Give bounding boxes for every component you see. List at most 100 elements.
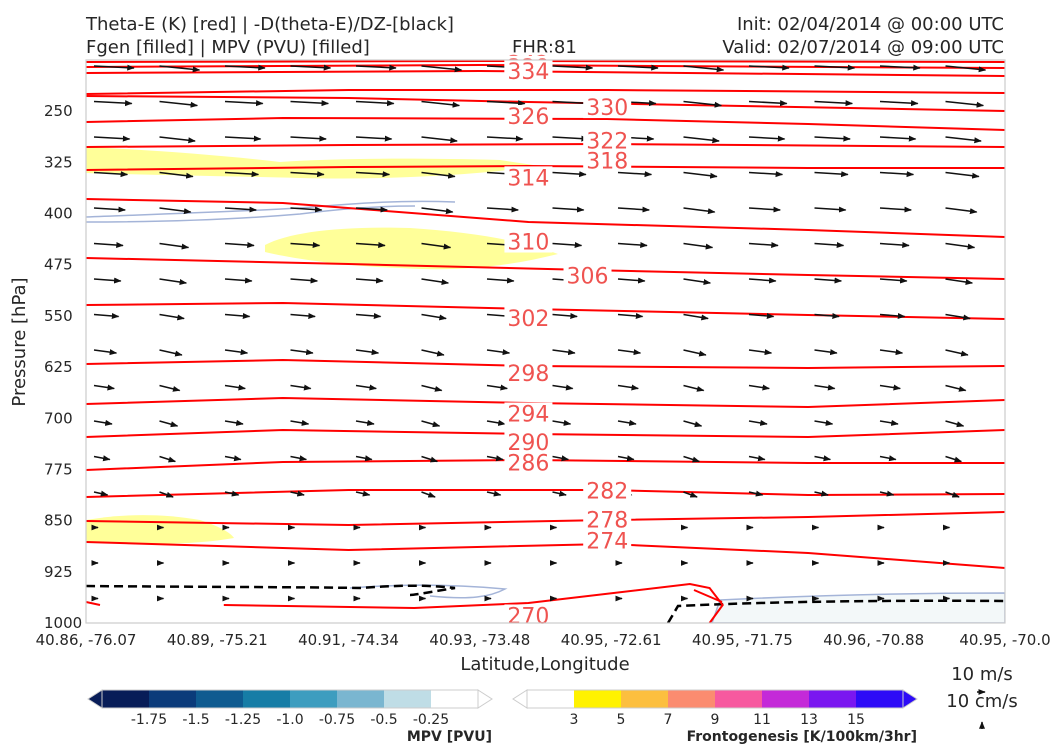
wind-arrow [814, 349, 838, 356]
wind-arrow [1011, 173, 1044, 175]
wind-arrow [879, 490, 895, 497]
wind-arrow [290, 384, 312, 391]
wind-arrow [1011, 279, 1038, 281]
wind-arrow [945, 349, 969, 357]
wind-arrow [552, 490, 567, 497]
theta-e-line [86, 60, 1005, 63]
x-tick-label: 40.95, -71.75 [692, 631, 793, 649]
wind-arrow [945, 278, 974, 285]
theta-e-line [86, 164, 1005, 171]
wind-arrow [159, 136, 196, 144]
colorbar-swatch [668, 690, 716, 708]
wind-arrow [879, 135, 917, 142]
theta-e-label: 294 [507, 402, 549, 427]
mpv-contour-upper-b [86, 205, 416, 223]
wind-arrow [159, 420, 179, 428]
wind-arrow [486, 277, 515, 284]
wind-arrow [159, 171, 194, 179]
theta-e-label: 278 [586, 508, 628, 533]
wind-arrow [355, 135, 393, 142]
wind-arrow [1011, 492, 1025, 495]
y-tick-label: 400 [44, 205, 73, 223]
wind-arrow [486, 490, 502, 497]
wind-arrow [421, 278, 450, 285]
wind-arrow [93, 277, 122, 284]
wind-arrow [486, 419, 506, 426]
wind-arrow [93, 242, 124, 249]
wind-arrow [421, 491, 436, 498]
wind-arrow [683, 384, 705, 392]
wind-arrow [224, 277, 253, 284]
wind-arrow [93, 206, 126, 213]
wind-arrow [159, 65, 201, 73]
theta-e-label-bg [504, 230, 553, 253]
wind-arrow [683, 242, 714, 250]
wind-arrow [748, 312, 775, 319]
wind-arrow [355, 242, 386, 249]
wind-arrow [159, 384, 181, 392]
theta-e-label: 314 [507, 166, 549, 191]
wind-arrow [355, 455, 373, 462]
theta-e-label-bg [583, 129, 632, 152]
wind-arrow [290, 206, 323, 213]
wind-arrow [683, 349, 707, 357]
wind-arrow [290, 64, 332, 71]
colorbar-title: Frontogenesis [K/100km/3hr] [687, 729, 917, 745]
wind-arrow [748, 171, 784, 178]
fgen-fill-low [86, 515, 234, 544]
colorbar-extend-left [87, 689, 103, 709]
y-tick-label: 325 [44, 153, 73, 171]
wind-arrow [617, 277, 646, 284]
wind-arrow [879, 242, 910, 249]
y-tick-label: 550 [44, 307, 73, 325]
wind-arrow [683, 278, 712, 285]
wind-arrow [814, 242, 845, 249]
wind-arrow [1011, 102, 1049, 104]
colorbar-tick: 7 [664, 712, 673, 728]
wind-arrow [486, 206, 519, 213]
theta-e-line [86, 69, 1005, 77]
wind-arrow [617, 312, 644, 319]
wind-arrow [748, 419, 768, 426]
theta-e-label-bg [504, 604, 553, 627]
wind-arrow [421, 420, 441, 428]
wind-arrow [814, 419, 834, 426]
wind-arrow [486, 100, 526, 107]
wind-arrow [290, 419, 310, 426]
wind-arrow [224, 349, 249, 356]
valid-time: Valid: 02/07/2014 @ 09:00 UTC [722, 37, 1004, 58]
colorbar-tick: 5 [617, 712, 626, 728]
wind-arrow [224, 455, 242, 462]
wind-arrow [814, 100, 854, 107]
fgen-fill-upper [86, 147, 540, 179]
y-tick-label: 625 [44, 358, 73, 376]
y-tick-label: 250 [44, 102, 73, 120]
wind-arrow [814, 277, 843, 284]
theta-e-line [86, 116, 1005, 131]
theta-e-line [86, 511, 1005, 527]
colorbar-tick: -1.5 [182, 712, 209, 728]
wind-arrow [290, 490, 305, 497]
theta-e-label-bg [583, 96, 632, 119]
wind-arrow [290, 455, 308, 462]
wind-arrow [355, 312, 382, 319]
colorbar-extend-right [477, 689, 493, 709]
theta-e-label: 326 [507, 105, 549, 130]
colorbar-swatch [196, 690, 244, 708]
wind-arrow [748, 242, 779, 249]
wind-arrow [159, 313, 185, 321]
wind-arrow [159, 242, 190, 250]
wind-arrow [355, 100, 395, 107]
theta-e-label: 298 [507, 362, 549, 387]
wind-arrow [224, 419, 244, 426]
theta-e-line [86, 489, 1005, 498]
wind-arrow [879, 64, 921, 71]
init-time: Init: 02/04/2014 @ 00:00 UTC [736, 14, 1004, 35]
y-tick-label: 475 [44, 256, 73, 274]
wind-arrow [945, 65, 987, 73]
wind-arrow [159, 455, 177, 463]
colorbar-swatch [809, 690, 857, 708]
wind-arrow [879, 100, 919, 107]
wind-arrow [748, 100, 788, 107]
